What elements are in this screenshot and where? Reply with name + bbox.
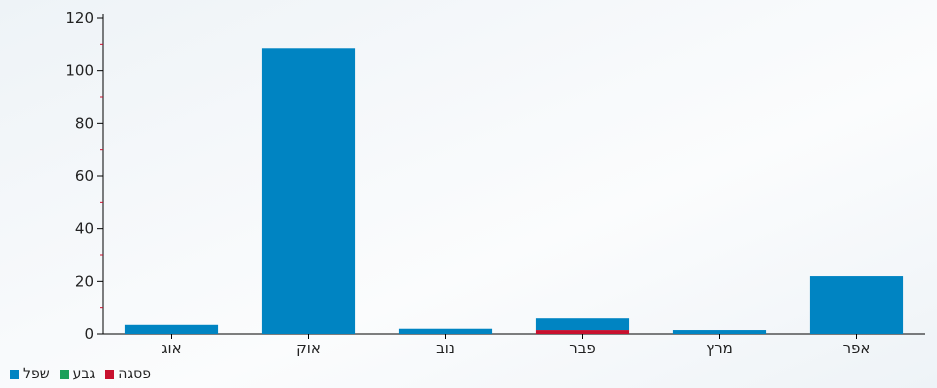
bar-segment	[535, 318, 630, 331]
x-axis: אוג אוק נוב פבר מרץ אפר	[103, 333, 925, 357]
legend-item: פסגה	[105, 366, 151, 382]
bar-segment	[261, 48, 356, 335]
bar-segment	[535, 330, 630, 334]
y-tick-label: 80	[75, 114, 94, 132]
y-tick-label: 20	[75, 272, 94, 290]
legend-item: גבע	[59, 366, 96, 382]
legend-label: גבע	[72, 366, 96, 382]
y-tick-label: 120	[65, 9, 94, 27]
y-tick-label: 40	[75, 220, 94, 238]
legend-label: שפל	[23, 366, 50, 382]
x-tick-label: נוב	[436, 339, 455, 357]
x-tick-label: אוק	[296, 339, 321, 357]
y-tick-label: 0	[84, 325, 94, 343]
bar-segment	[124, 324, 219, 334]
x-tick-label: פבר	[569, 339, 596, 357]
x-tick-label: מרץ	[706, 339, 733, 357]
legend: פסגה גבע שפל	[10, 366, 151, 382]
legend-item: שפל	[10, 366, 50, 382]
x-tick-label: אוג	[161, 339, 181, 357]
y-tick-label: 100	[65, 62, 94, 80]
bar-segment	[398, 328, 493, 334]
bars-group	[124, 48, 904, 335]
legend-swatch	[10, 369, 19, 379]
legend-swatch	[105, 369, 115, 379]
y-tick-label: 60	[75, 167, 94, 185]
x-tick-label: אפר	[843, 339, 871, 357]
bar-segment	[672, 330, 767, 334]
bar-segment	[809, 276, 904, 334]
legend-swatch	[59, 369, 69, 379]
y-axis: 0 20 40 60 80 100 120	[65, 9, 104, 343]
legend-label: פסגה	[118, 366, 152, 382]
